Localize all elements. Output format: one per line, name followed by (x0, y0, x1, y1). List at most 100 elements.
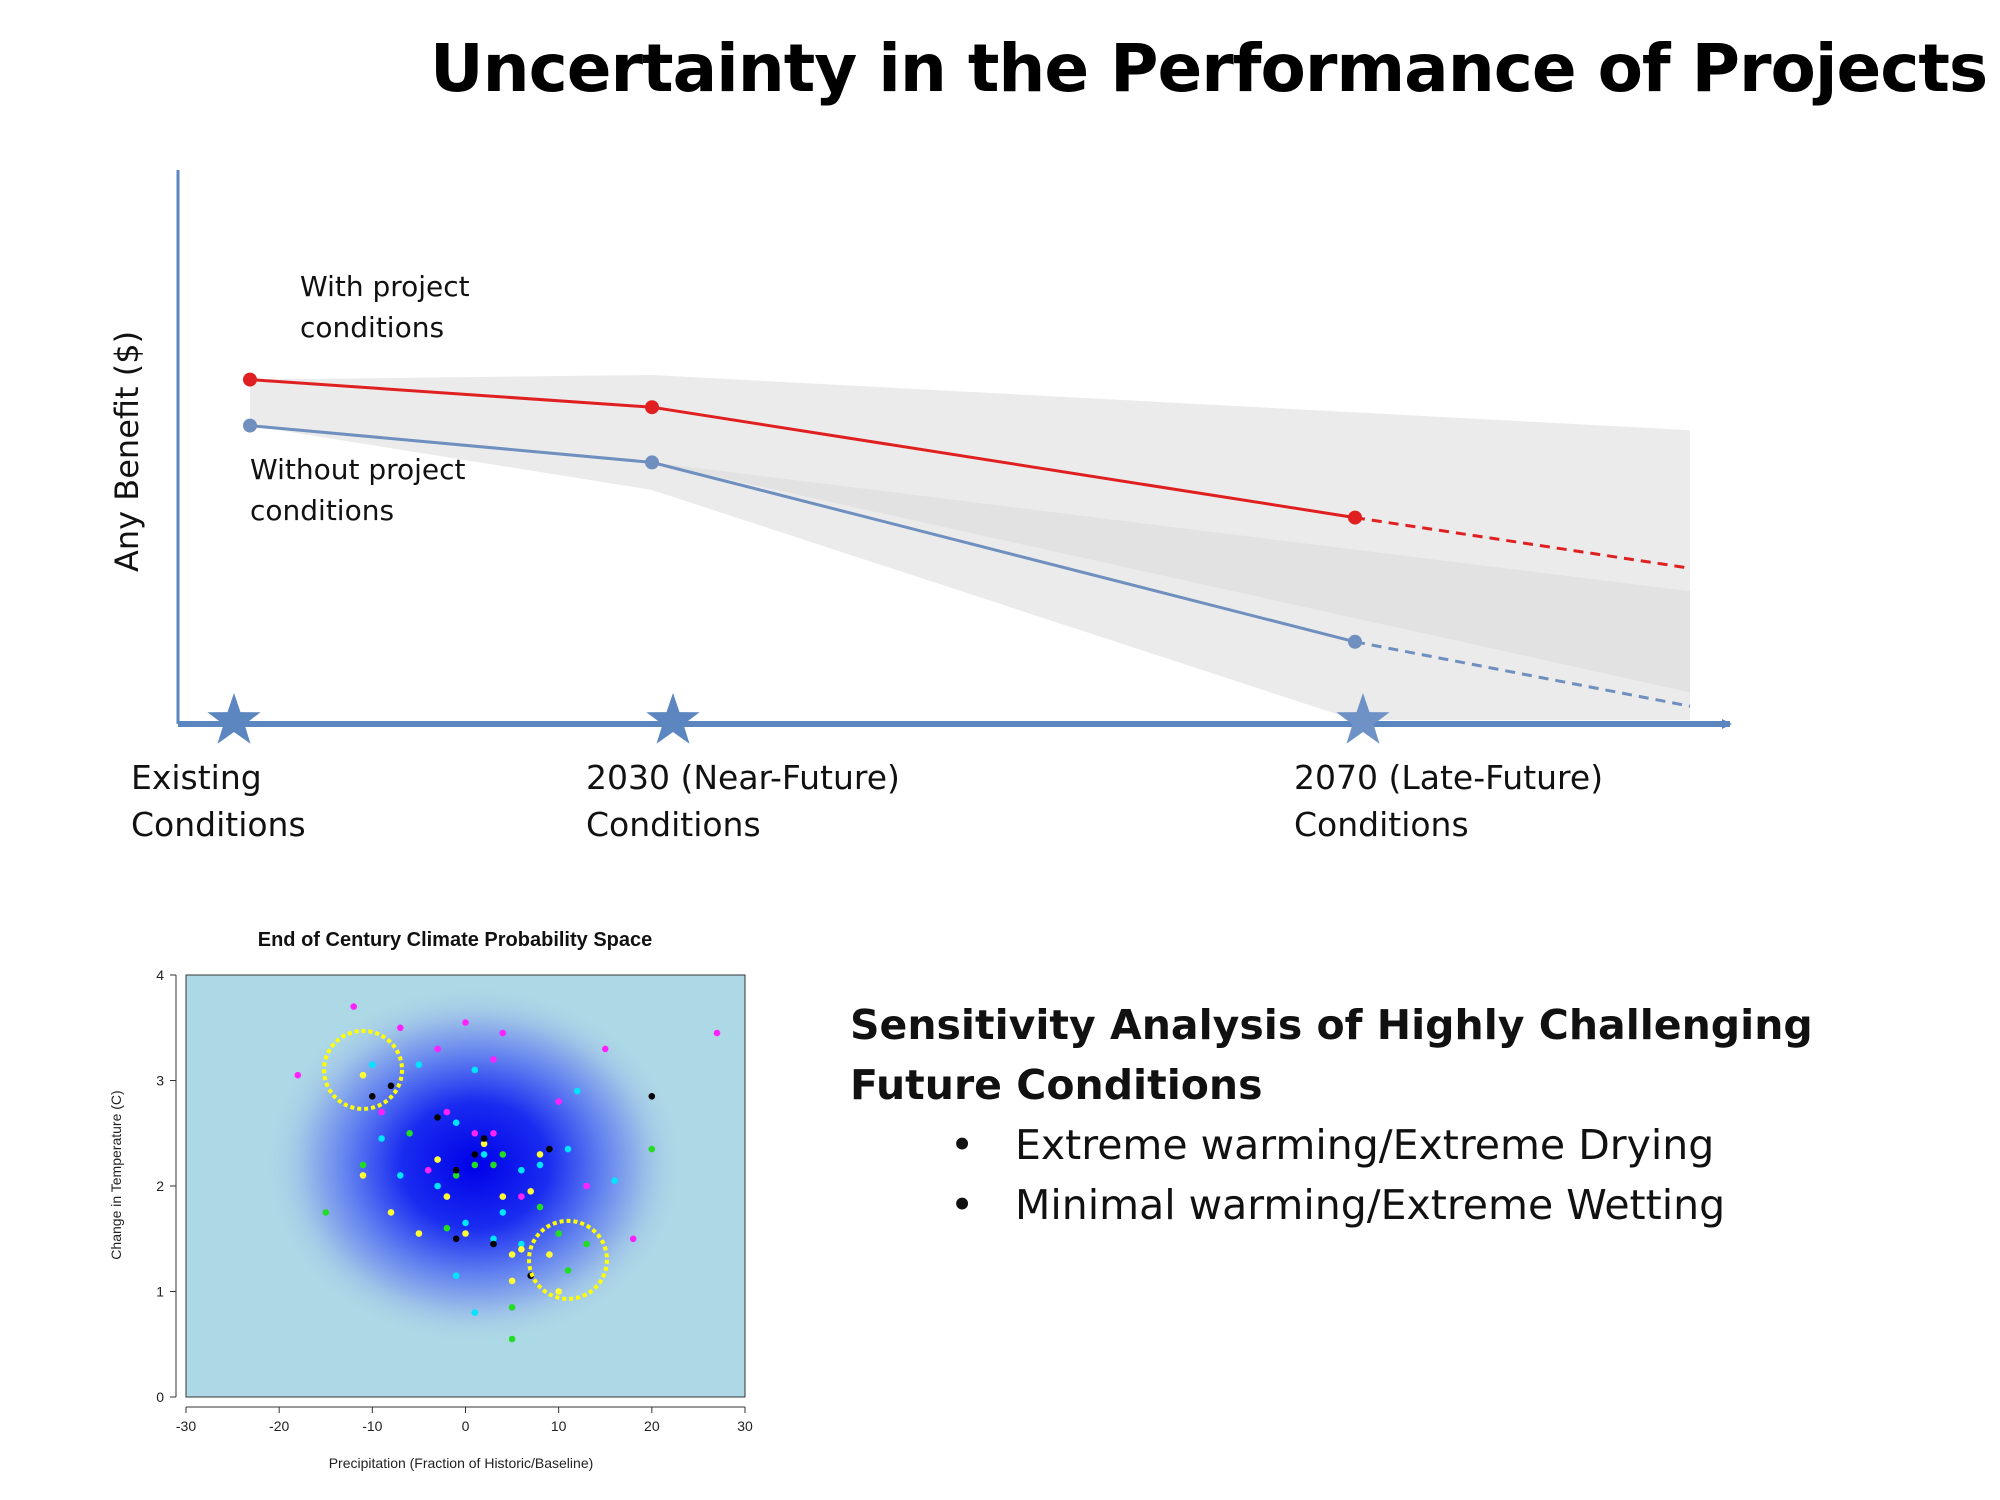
scatter-point (359, 1172, 367, 1179)
condition-star-icon (646, 693, 700, 744)
scatter-point (434, 1045, 441, 1053)
scatter-point (471, 1151, 479, 1158)
scatter-point (490, 1161, 497, 1169)
scatter-point (434, 1182, 441, 1190)
scatter-point (294, 1071, 302, 1079)
scatter-point (602, 1045, 609, 1053)
plot-frame (185, 974, 746, 1398)
y-axis-label: Any Benefit ($) (108, 330, 146, 572)
scatter-point (471, 1066, 479, 1074)
condition-label-2070: 2070 (Late-Future) Conditions (1294, 758, 1604, 844)
scatter-point (518, 1193, 525, 1200)
scatter-point (499, 1209, 507, 1216)
scatter-point (369, 1093, 376, 1100)
uncertainty-band (250, 375, 1690, 720)
scatter-point (452, 1119, 460, 1126)
scatter-point (471, 1130, 479, 1137)
scatter-point (490, 1240, 497, 1248)
series-extrapolation-1 (1354, 640, 1691, 708)
sensitivity-title: Sensitivity Analysis of Highly Challengi… (850, 1001, 1813, 1109)
scatter-point (443, 1108, 451, 1116)
y-tick-label: 4 (156, 967, 164, 983)
condition-label-2030: 2030 (Near-Future) Conditions (586, 758, 900, 844)
scatter-point (415, 1230, 423, 1237)
scatter-point (546, 1145, 553, 1153)
scatter-point (536, 1151, 544, 1158)
scatter-point (415, 1061, 423, 1068)
scatter-point (713, 1029, 721, 1037)
scatter-point (490, 1235, 497, 1243)
scatter-y-label: Change in Temperature (C) (108, 1090, 124, 1259)
scatter-point (648, 1093, 656, 1100)
scatter-point (499, 1151, 507, 1158)
scatter-point (564, 1145, 572, 1153)
scatter-point (387, 1209, 395, 1216)
x-tick-label: 0 (462, 1418, 470, 1434)
series-point (243, 418, 257, 433)
scatter-point (434, 1114, 441, 1121)
scatter-point (490, 1056, 497, 1063)
y-tick-label: 2 (156, 1178, 164, 1194)
series-point (645, 455, 659, 470)
scatter-point (480, 1151, 488, 1158)
scatter-point (480, 1140, 488, 1148)
uncertainty-band-inner (652, 462, 1690, 693)
benefit-chart (176, 170, 1732, 744)
scatter-point (499, 1029, 507, 1037)
bullet-icon: • (950, 1121, 975, 1169)
scatter-point (462, 1230, 469, 1237)
scatter-point (508, 1251, 516, 1258)
scatter-point (583, 1182, 590, 1190)
scatter-point (359, 1161, 367, 1169)
scatter-point (452, 1166, 460, 1174)
climate-probability-plot: End of Century Climate Probability Space… (108, 929, 753, 1471)
scatter-point (452, 1235, 460, 1243)
scatter-point (378, 1108, 385, 1116)
scatter-point (508, 1304, 516, 1311)
x-tick-label: -20 (269, 1418, 289, 1434)
with-project-label: With project conditions (300, 270, 470, 344)
highlight-region-circle (322, 1028, 404, 1111)
scatter-point (359, 1071, 367, 1079)
y-tick-label: 3 (156, 1073, 164, 1089)
scatter-point (555, 1098, 562, 1105)
x-tick-label: 10 (551, 1418, 567, 1434)
scatter-point (322, 1209, 330, 1216)
condition-star-icon (1336, 693, 1390, 744)
y-tick-label: 0 (156, 1389, 164, 1405)
x-tick-label: -10 (362, 1418, 382, 1434)
series-point (645, 400, 659, 415)
scatter-point (406, 1130, 413, 1137)
scatter-point (471, 1161, 479, 1169)
scatter-point (490, 1130, 497, 1137)
scatter-point (434, 1156, 441, 1163)
scatter-point (499, 1193, 507, 1200)
scatter-point (462, 1019, 469, 1026)
scatter-point (536, 1203, 544, 1211)
condition-star-icon (207, 693, 261, 744)
scatter-point (518, 1166, 525, 1174)
sensitivity-bullets: • Extreme warming/Extreme Drying • Minimal… (950, 1115, 1725, 1235)
scatter-point (555, 1230, 562, 1237)
scatter-point (564, 1267, 572, 1274)
scatter-point (536, 1161, 544, 1169)
scatter-point (508, 1335, 516, 1343)
scatter-point (443, 1193, 451, 1200)
scatter-point (518, 1240, 525, 1248)
series-point (1348, 634, 1362, 649)
scatter-point (555, 1288, 562, 1295)
scatter-point (350, 1003, 357, 1010)
series-extrapolation-0 (1354, 516, 1691, 570)
x-tick-label: -30 (176, 1418, 196, 1434)
scatter-point (471, 1309, 479, 1316)
highlight-region-circle (527, 1218, 609, 1301)
scatter-point (397, 1172, 404, 1179)
scatter-point (443, 1224, 451, 1232)
scatter-point (480, 1135, 488, 1142)
scatter-point (546, 1251, 553, 1258)
scatter-point (397, 1024, 404, 1032)
scatter-point (452, 1272, 460, 1279)
scatter-point (378, 1135, 385, 1142)
condition-label-existing: Existing Conditions (131, 758, 306, 844)
list-item: • Minimal warming/Extreme Wetting (950, 1175, 1725, 1235)
